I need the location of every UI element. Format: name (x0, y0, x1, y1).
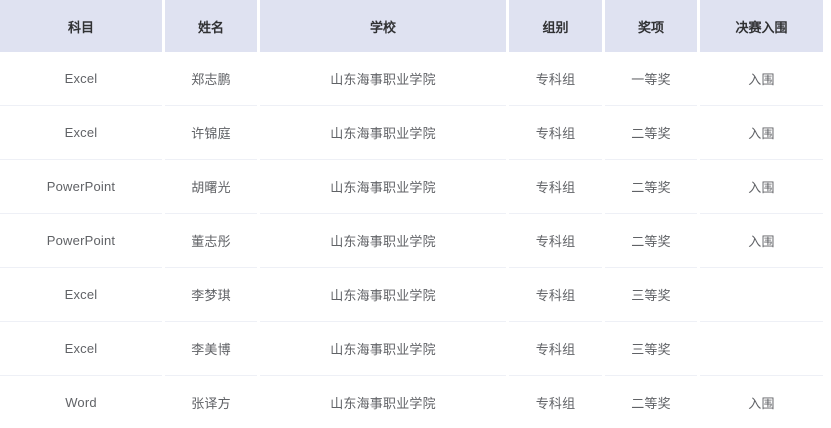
table-cell: 入围 (700, 52, 823, 106)
table-cell: 三等奖 (605, 322, 697, 376)
table-cell: 入围 (700, 106, 823, 160)
table-cell: 胡曙光 (165, 160, 257, 214)
table-row: PowerPoint 胡曙光 山东海事职业学院 专科组 二等奖 入围 (0, 160, 823, 214)
table-cell: PowerPoint (0, 160, 162, 214)
column-header-award: 奖项 (605, 0, 697, 52)
table-cell: 专科组 (509, 52, 602, 106)
table-row: Excel 许锦庭 山东海事职业学院 专科组 二等奖 入围 (0, 106, 823, 160)
table-header-row: 科目 姓名 学校 组别 奖项 决赛入围 (0, 0, 823, 52)
table-cell: 入围 (700, 214, 823, 268)
column-header-finalist: 决赛入围 (700, 0, 823, 52)
table-cell: 二等奖 (605, 106, 697, 160)
table-cell: 山东海事职业学院 (260, 52, 506, 106)
table-row: PowerPoint 董志彤 山东海事职业学院 专科组 二等奖 入围 (0, 214, 823, 268)
table-cell: Excel (0, 52, 162, 106)
column-header-subject: 科目 (0, 0, 162, 52)
table-cell: 二等奖 (605, 160, 697, 214)
column-header-school: 学校 (260, 0, 506, 52)
table-cell: 山东海事职业学院 (330, 395, 436, 411)
table-row: Excel 郑志鹏 山东海事职业学院 专科组 一等奖 入围 (0, 52, 823, 106)
table-cell: 专科组 (509, 106, 602, 160)
table-cell: 三等奖 (605, 268, 697, 322)
table-cell (700, 322, 823, 376)
table-cell: 专科组 (509, 322, 602, 376)
table-cell: 山东海事职业学院 (260, 214, 506, 268)
table-cell: 山东海事职业学院 (260, 322, 506, 376)
table-cell: 专科组 (509, 214, 602, 268)
table-cell: 李梦琪 (165, 268, 257, 322)
table-cell: 郑志鹏 (165, 52, 257, 106)
table-cell: Excel (0, 322, 162, 376)
table-cell: Excel (0, 268, 162, 322)
table-body: Excel 郑志鹏 山东海事职业学院 专科组 一等奖 入围 Excel 许锦庭 山东海事职业学院… (0, 52, 823, 428)
table-cell: 二等奖 (631, 395, 671, 411)
table-cell: 专科组 (509, 160, 602, 214)
table-cell: 专科组 (535, 395, 576, 411)
table-cell: 张译方 (191, 395, 231, 411)
table-cell: 入围 (748, 395, 775, 411)
table-cell: 专科组 (509, 268, 602, 322)
table-cell (700, 268, 823, 322)
table-cell: 董志彤 (165, 214, 257, 268)
table-row: Word 张译方 山东海事职业学院 专科组 二等奖 入围 (0, 376, 823, 428)
table-row: Excel 李美博 山东海事职业学院 专科组 三等奖 (0, 322, 823, 376)
table-row: Excel 李梦琪 山东海事职业学院 专科组 三等奖 (0, 268, 823, 322)
table-cell: Excel (0, 106, 162, 160)
table-cell: 入围 (700, 160, 823, 214)
table-cell: 一等奖 (605, 52, 697, 106)
column-header-group: 组别 (509, 0, 602, 52)
table-cell: 山东海事职业学院 (260, 106, 506, 160)
table-cell: PowerPoint (0, 214, 162, 268)
table-cell: 山东海事职业学院 (260, 268, 506, 322)
table-cell: 李美博 (165, 322, 257, 376)
table-cell: 二等奖 (605, 214, 697, 268)
column-header-name: 姓名 (165, 0, 257, 52)
table-cell: Word (65, 394, 97, 410)
table-cell: 许锦庭 (165, 106, 257, 160)
table-cell: 山东海事职业学院 (260, 160, 506, 214)
